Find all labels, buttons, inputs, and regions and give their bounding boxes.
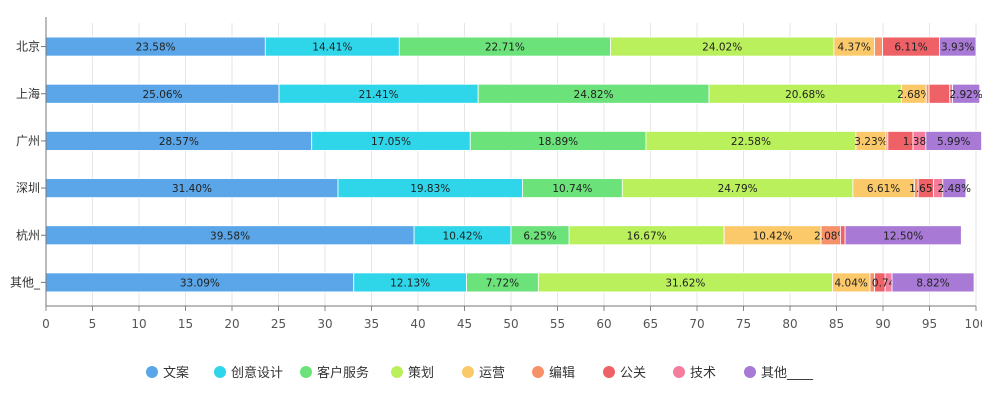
x-tick-label: 70 (689, 317, 704, 331)
data-label: 16.67% (627, 230, 667, 242)
data-label: 25.06% (143, 89, 183, 101)
legend-label[interactable]: 公关 (620, 366, 646, 381)
legend: 文案 创意设计 客户服务 策划 运营 编辑 公关 技术 其他____ (146, 365, 814, 381)
x-tick-label: 35 (364, 317, 379, 331)
x-tick-label: 30 (317, 317, 332, 331)
x-tick-label: 90 (875, 317, 890, 331)
data-label: 3.23% (854, 136, 887, 148)
x-tick-label: 10 (131, 317, 146, 331)
grid-lines (92, 23, 977, 306)
legend-label[interactable]: 技术 (690, 366, 716, 381)
data-label: 10.74% (552, 183, 592, 195)
legend-swatch[interactable] (462, 366, 474, 378)
data-label: 22.71% (485, 42, 525, 54)
category-label: 广州 (16, 134, 40, 148)
data-label: 31.40% (172, 183, 212, 195)
data-label: 12.13% (390, 277, 430, 289)
x-tick-label: 100 (965, 317, 982, 331)
data-label: 6.25% (523, 230, 556, 242)
bars: 23.58% 14.41% 22.71% 24.02% 4.37% 6.11% 3.93% 2… (45, 36, 982, 293)
category-label: 深圳 (16, 181, 40, 195)
data-label: 19.83% (410, 183, 450, 195)
x-tick-label: 0 (42, 317, 50, 331)
data-label: 6.61% (867, 183, 900, 195)
x-tick-label: 20 (224, 317, 239, 331)
x-tick-label: 75 (736, 317, 751, 331)
data-label: 23.58% (136, 42, 176, 54)
data-label: 17.05% (371, 136, 411, 148)
data-label: 2.92% (949, 89, 982, 101)
data-label: 22.58% (731, 136, 771, 148)
data-label: 28.57% (159, 136, 199, 148)
data-label: 8.82% (916, 277, 949, 289)
data-label: 2.68% (897, 89, 930, 101)
x-tick-label: 95 (922, 317, 937, 331)
x-tick-label: 55 (550, 317, 565, 331)
legend-label[interactable]: 文案 (163, 366, 189, 381)
data-label: 5.99% (937, 136, 970, 148)
legend-swatch[interactable] (300, 366, 312, 378)
x-tick-label: 40 (410, 317, 425, 331)
legend-label[interactable]: 其他____ (761, 366, 814, 381)
data-label: 20.68% (785, 89, 825, 101)
legend-swatch[interactable] (391, 366, 403, 378)
data-label: 6.11% (894, 42, 927, 54)
data-label: 24.82% (574, 89, 614, 101)
data-label: 10.42% (753, 230, 793, 242)
category-label: 其他_ (10, 275, 41, 289)
data-label: 33.09% (180, 277, 220, 289)
category-label: 杭州 (16, 227, 40, 242)
category-label: 上海 (16, 86, 40, 101)
data-label: 24.02% (702, 42, 742, 54)
data-label: 12.50% (883, 230, 923, 242)
legend-label[interactable]: 创意设计 (231, 365, 283, 381)
x-tick-label: 50 (503, 317, 518, 331)
legend-swatch[interactable] (146, 366, 158, 378)
data-label: 4.04% (835, 277, 868, 289)
bar-segment[interactable] (942, 178, 967, 198)
x-tick-label: 5 (89, 317, 97, 331)
bar-segment[interactable] (925, 83, 930, 104)
data-label: 18.89% (538, 136, 578, 148)
data-label: 10.42% (443, 230, 483, 242)
legend-label[interactable]: 编辑 (549, 366, 575, 381)
x-tick-label: 60 (596, 317, 611, 331)
data-label: 14.41% (312, 42, 352, 54)
data-label: 3.93% (941, 42, 974, 54)
x-tick-label: 80 (782, 317, 797, 331)
legend-swatch[interactable] (603, 366, 615, 378)
data-label: 2.48% (938, 183, 971, 195)
x-tick-label: 15 (178, 317, 193, 331)
data-label: 21.41% (359, 89, 399, 101)
bar-segment[interactable] (928, 83, 951, 104)
data-label: 24.79% (718, 183, 758, 195)
x-tick-label: 65 (643, 317, 658, 331)
bar-segment[interactable] (939, 36, 977, 57)
bar-segment[interactable] (952, 83, 981, 104)
x-tick-label: 45 (457, 317, 472, 331)
data-label: 7.72% (486, 277, 519, 289)
bar-segment[interactable] (844, 225, 962, 246)
legend-swatch[interactable] (532, 366, 544, 378)
bar-segment[interactable] (874, 36, 884, 57)
legend-swatch[interactable] (744, 366, 756, 378)
axes: 0 5 10 15 20 25 30 35 40 45 50 55 60 65 70 75 80 85 90 95 10… (10, 17, 982, 331)
data-label: 31.62% (665, 277, 705, 289)
legend-swatch[interactable] (214, 366, 226, 378)
bar-segment[interactable] (840, 225, 846, 246)
x-tick-label: 25 (271, 317, 286, 331)
data-label: 2.08% (814, 230, 847, 242)
x-tick-label: 85 (829, 317, 844, 331)
legend-label[interactable]: 客户服务 (317, 365, 369, 381)
legend-label[interactable]: 运营 (479, 366, 505, 381)
legend-label[interactable]: 策划 (408, 365, 434, 381)
bar-segment[interactable] (891, 272, 975, 293)
data-label: 4.37% (838, 42, 871, 54)
legend-swatch[interactable] (673, 366, 685, 378)
category-label: 北京 (16, 40, 40, 54)
data-label: 39.58% (210, 230, 250, 242)
